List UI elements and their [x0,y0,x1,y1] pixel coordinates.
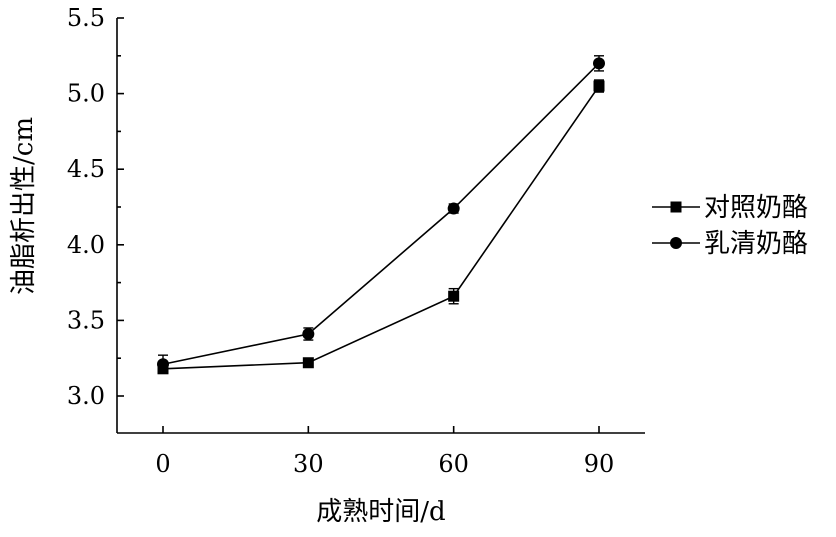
x-tick-label: 90 [584,450,615,478]
data-point-marker [302,328,315,341]
series-line [162,62,600,366]
legend-entry: 乳清奶酪 [652,229,808,259]
x-axis-title: 成熟时间/d [316,497,445,527]
y-tick-label: 4.5 [67,155,105,183]
series-2 [157,55,605,375]
y-tick-label: 5.0 [67,80,105,108]
x-tick-label: 0 [155,450,170,478]
legend-marker [670,201,682,213]
data-point-marker [448,290,460,302]
series-line [162,85,600,370]
y-ticks: 3.0 3.5 4.0 4.5 5.0 5.5 [67,4,124,410]
data-point-marker [593,80,605,92]
legend-entry: 对照奶酪 [652,193,808,223]
data-point-marker [302,357,314,369]
y-tick-label: 4.0 [67,231,105,259]
axes [116,18,645,434]
data-point-marker [447,202,460,215]
legend-label: 对照奶酪 [704,193,808,223]
x-tick-label: 30 [293,450,324,478]
y-axis-title: 油脂析出性/cm [9,117,39,295]
legend-marker [670,237,682,249]
series-layer [157,55,605,375]
legend-label: 乳清奶酪 [704,229,808,259]
data-point-marker [157,358,169,371]
x-ticks: 0 30 60 90 [155,426,614,478]
y-tick-label: 3.0 [67,382,105,410]
y-tick-label: 5.5 [67,4,105,32]
y-tick-label: 3.5 [67,306,105,334]
data-point-marker [593,57,605,70]
x-tick-label: 60 [438,450,469,478]
